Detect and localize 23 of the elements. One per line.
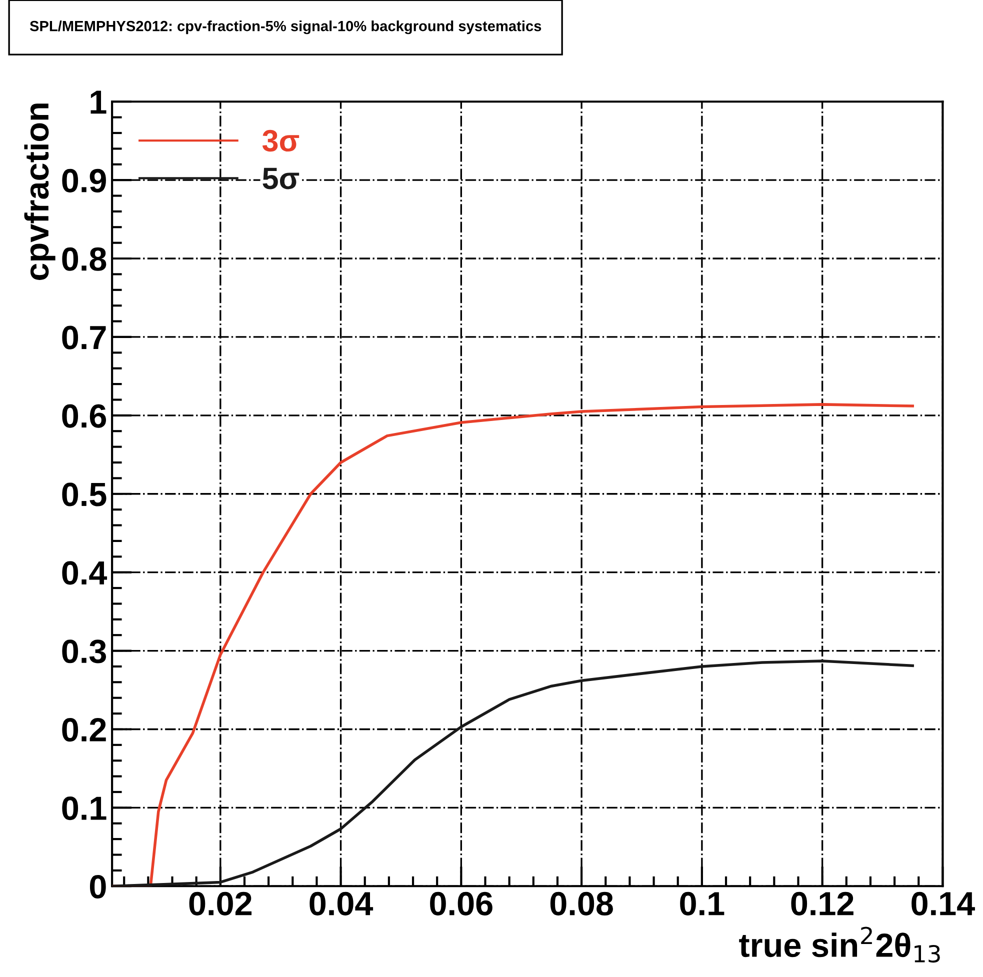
legend-label: 5σ [262, 168, 300, 190]
x-tick-label: 0.08 [550, 892, 613, 916]
x-tick-label: 0.12 [791, 892, 854, 916]
y-tick-label: 0.4 [62, 561, 108, 585]
legend-label: 3σ [262, 130, 300, 152]
y-tick-label: 1 [90, 90, 106, 114]
y-tick-label: 0.7 [62, 326, 106, 350]
y-tick-label: 0.6 [62, 404, 106, 428]
x-tick-label: 0.14 [912, 892, 975, 916]
y-tick-label: 0 [90, 874, 106, 899]
x-tick-label: 0.06 [430, 892, 492, 916]
y-axis-title: cpvfraction [24, 104, 56, 280]
x-axis-title: true sin$^{2}$2θ$_{13}$ [739, 926, 940, 963]
chart-title: SPL/MEMPHYS2012: cpv-fraction-5% signal-10% background systematics [30, 20, 542, 34]
y-tick-label: 0.5 [62, 482, 106, 506]
y-tick-label: 0.1 [62, 796, 106, 820]
y-tick-label: 0.8 [62, 247, 106, 271]
y-tick-label: 0.2 [62, 718, 106, 742]
x-tick-label: 0.1 [680, 892, 724, 916]
x-tick-label: 0.04 [310, 892, 374, 916]
y-tick-label: 0.9 [62, 168, 106, 192]
y-tick-label: 0.3 [62, 640, 106, 664]
x-tick-label: 0.02 [189, 892, 252, 916]
